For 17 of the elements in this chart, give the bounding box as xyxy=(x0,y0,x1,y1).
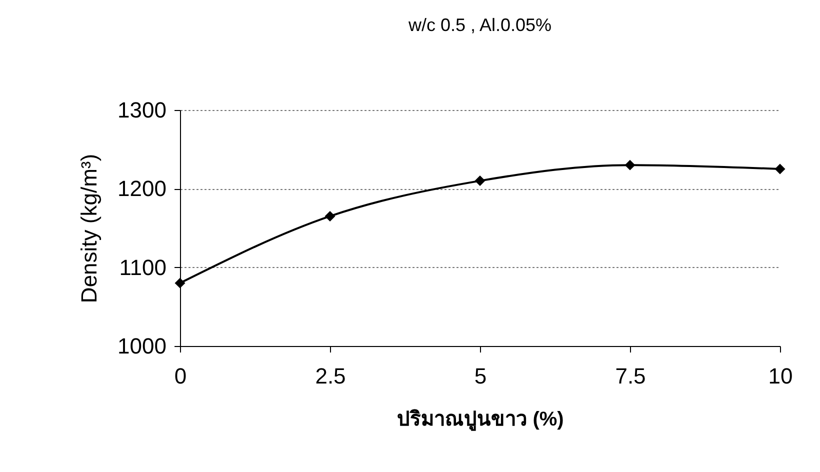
y-tick-label: 1300 xyxy=(118,98,166,122)
point xyxy=(324,210,336,222)
point xyxy=(624,160,636,170)
x-tick-label: 0 xyxy=(174,364,187,388)
point xyxy=(174,278,186,288)
x-tick-label: 7.5 xyxy=(615,364,646,388)
y-tick-label: 1200 xyxy=(118,176,166,202)
chart-title: w/c 0.5 , Al.0.05% xyxy=(407,15,552,35)
y-axis-title: Density (kg/m³) xyxy=(76,154,102,304)
x-tick-label: 5 xyxy=(474,364,487,388)
x-tick-label: 10 xyxy=(768,364,793,388)
x-tick-label: 2.5 xyxy=(315,364,346,388)
point xyxy=(474,176,486,186)
y-tick-label: 1100 xyxy=(119,254,166,280)
y-tick-label: 1000 xyxy=(118,334,166,358)
point xyxy=(774,164,786,174)
x-axis-title: ปริมาณปูนขาว (%) xyxy=(397,408,564,432)
